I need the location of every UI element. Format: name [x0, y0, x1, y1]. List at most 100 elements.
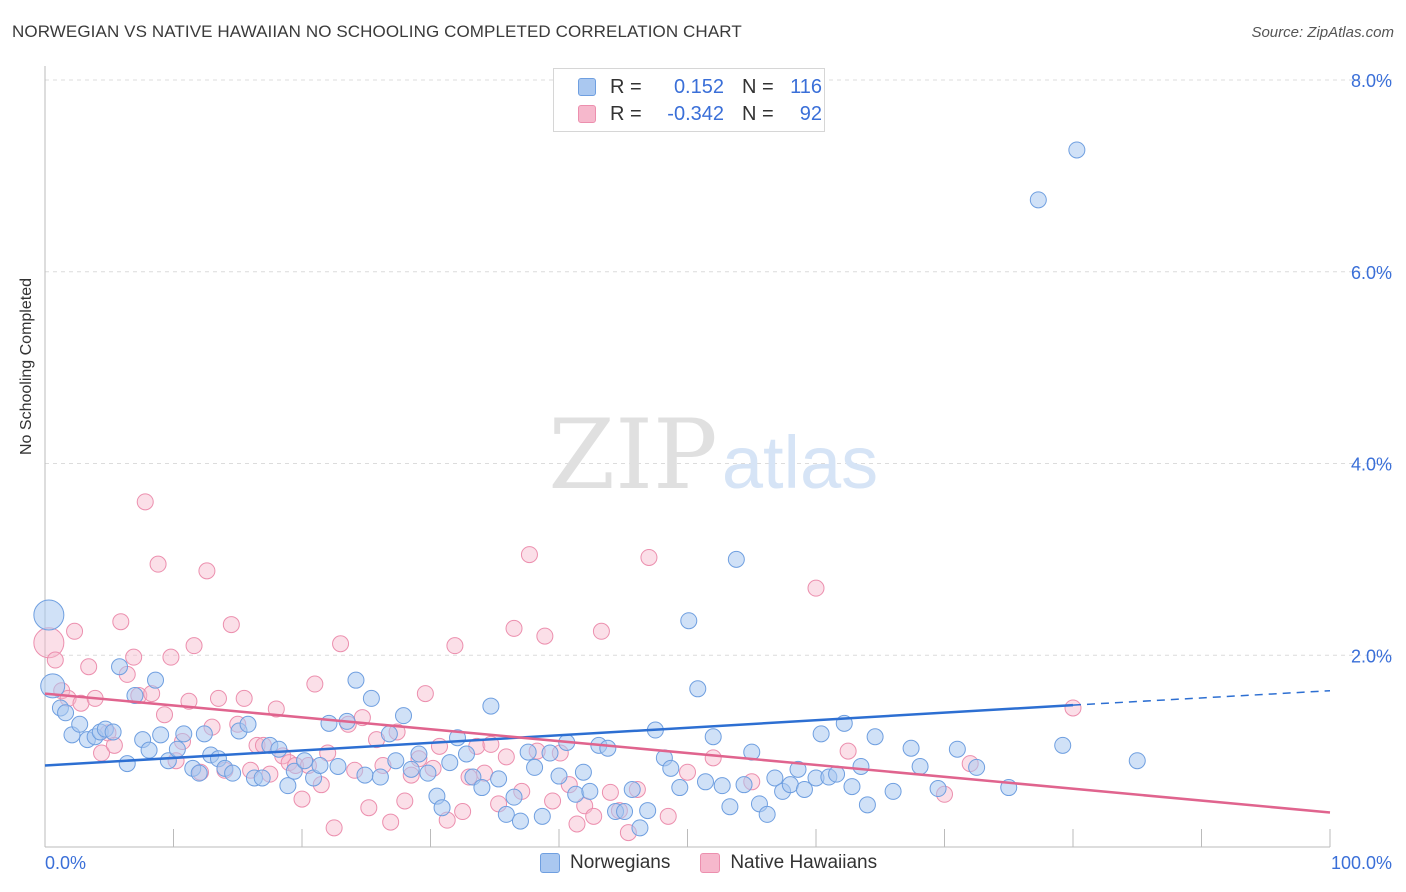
- data-point: [140, 741, 158, 759]
- data-point: [639, 802, 657, 820]
- r-value: 0.152: [673, 75, 724, 98]
- data-point: [329, 757, 347, 775]
- data-point: [704, 728, 722, 746]
- data-point: [696, 773, 714, 791]
- data-point: [190, 764, 208, 782]
- source-label: Source: ZipAtlas.com: [1251, 24, 1394, 41]
- r-label: R =: [610, 75, 642, 98]
- blue-swatch: [578, 78, 596, 96]
- data-point: [239, 715, 257, 733]
- data-point: [1029, 191, 1047, 209]
- blue-swatch: [540, 853, 560, 873]
- r-value: -0.342: [667, 102, 724, 125]
- data-point: [125, 648, 143, 666]
- data-point: [948, 740, 966, 758]
- data-point: [306, 675, 324, 693]
- trend-lines: [44, 689, 1331, 814]
- data-point: [387, 752, 405, 770]
- data-point: [325, 819, 343, 837]
- data-point: [159, 752, 177, 770]
- gridlines: [45, 79, 1392, 656]
- data-point: [441, 754, 459, 772]
- data-point: [360, 799, 378, 817]
- data-point: [296, 752, 314, 770]
- data-point: [270, 740, 288, 758]
- trend-line-norwegians: [44, 703, 1074, 767]
- data-point: [497, 805, 515, 823]
- data-point: [185, 637, 203, 655]
- data-point: [126, 687, 144, 705]
- data-point: [968, 758, 986, 776]
- data-point: [727, 550, 745, 568]
- data-point: [812, 725, 830, 743]
- data-point: [162, 648, 180, 666]
- legend-row-norwegians: R = 0.152 N = 116: [578, 75, 822, 99]
- data-point: [285, 762, 303, 780]
- data-point: [616, 803, 634, 821]
- data-point: [66, 622, 84, 640]
- n-value: 92: [799, 102, 822, 125]
- x-tick-label: 100.0%: [1331, 853, 1392, 873]
- data-point: [721, 798, 739, 816]
- data-point: [807, 579, 825, 597]
- data-point: [568, 815, 586, 833]
- data-point: [704, 749, 722, 767]
- y-axis-label: No Schooling Completed: [18, 278, 35, 455]
- data-point: [526, 758, 544, 776]
- data-point: [789, 760, 807, 778]
- watermark: ZIP atlas: [548, 399, 878, 511]
- data-point: [680, 612, 698, 630]
- data-point: [33, 599, 65, 631]
- data-point: [1054, 736, 1072, 754]
- series-native-hawaiians: [33, 493, 1082, 842]
- data-point: [640, 548, 658, 566]
- data-point: [671, 779, 689, 797]
- data-point: [380, 725, 398, 743]
- y-tick-label: 2.0%: [1351, 646, 1392, 666]
- data-point: [433, 799, 451, 817]
- watermark-zip: ZIP: [548, 399, 717, 511]
- data-point: [473, 779, 491, 797]
- data-point: [689, 680, 707, 698]
- data-point: [156, 706, 174, 724]
- data-point: [519, 743, 537, 761]
- data-point: [497, 748, 515, 766]
- data-point: [149, 555, 167, 573]
- data-point: [902, 739, 920, 757]
- data-point: [320, 714, 338, 732]
- data-point: [520, 546, 538, 564]
- data-point: [293, 790, 311, 808]
- data-point: [410, 745, 428, 763]
- n-label: N =: [742, 102, 774, 125]
- data-point: [112, 613, 130, 631]
- r-label: R =: [610, 102, 642, 125]
- series-norwegians: [33, 141, 1146, 837]
- data-point: [347, 671, 365, 689]
- data-point: [382, 813, 400, 831]
- series-legend: Norwegians Native Hawaiians: [540, 852, 907, 874]
- data-point: [631, 819, 649, 837]
- y-tick-label: 8.0%: [1351, 71, 1392, 91]
- data-point: [599, 739, 617, 757]
- data-point: [147, 671, 165, 689]
- data-point: [40, 673, 66, 699]
- data-point: [267, 700, 285, 718]
- data-point: [104, 723, 122, 741]
- data-point: [46, 651, 64, 669]
- data-point: [80, 658, 98, 676]
- pink-swatch: [578, 105, 596, 123]
- data-point: [168, 740, 186, 758]
- data-point: [136, 493, 154, 511]
- x-tick-label: 0.0%: [45, 853, 86, 873]
- trend-extension-norwegians: [1072, 689, 1331, 706]
- data-point: [659, 807, 677, 825]
- data-point: [175, 725, 193, 743]
- data-point: [929, 780, 947, 798]
- data-point: [505, 619, 523, 637]
- data-point: [505, 788, 523, 806]
- data-point: [735, 776, 753, 794]
- data-point: [679, 763, 696, 781]
- data-point: [57, 704, 75, 722]
- legend-item-native-hawaiians: Native Hawaiians: [700, 852, 877, 874]
- axes: [44, 66, 1331, 848]
